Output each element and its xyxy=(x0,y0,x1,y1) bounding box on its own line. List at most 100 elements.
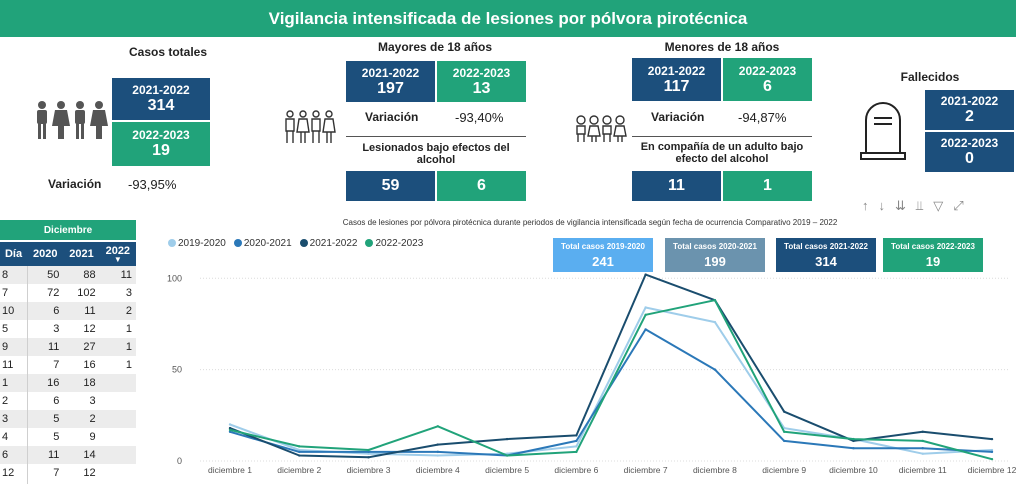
table-cell: 1 xyxy=(0,374,28,392)
legend-item[interactable]: 2020-2021 xyxy=(233,238,292,249)
period-value: 19 xyxy=(152,142,170,159)
mayores-label: Mayores de 18 años xyxy=(377,40,493,54)
sort-desc-icon[interactable]: ▼ xyxy=(113,255,122,264)
x-tick-label: diciembre 4 xyxy=(416,465,460,475)
table-cell: 5 xyxy=(27,410,64,428)
table-cell: 7 xyxy=(2,287,9,299)
total-kpi-card: Total casos 2019-2020 241 xyxy=(553,238,653,272)
total-kpi-card: Total casos 2021-2022 314 xyxy=(776,238,876,272)
table-row[interactable]: 6 11 14 xyxy=(0,446,136,464)
data-point xyxy=(298,448,301,452)
table-row[interactable]: 1 16 18 xyxy=(0,374,136,392)
table-cell: 6 xyxy=(27,302,64,320)
legend-label: 2020-2021 xyxy=(243,238,292,249)
data-point xyxy=(852,437,855,441)
mayores-2022-box: 2022-2023 13 xyxy=(437,61,526,102)
table-cell: 2 xyxy=(63,410,100,428)
legend-item[interactable]: 2022-2023 xyxy=(365,238,423,249)
table-cell: 3 xyxy=(53,323,60,335)
legend-item[interactable]: 2021-2022 xyxy=(299,238,358,249)
x-tick-label: diciembre 8 xyxy=(693,465,737,475)
x-tick-label: diciembre 9 xyxy=(762,465,806,475)
data-point xyxy=(228,423,232,426)
table-cell: 10 xyxy=(0,302,28,320)
table-row[interactable]: 10 6 11 2 xyxy=(0,302,136,320)
table-cell: 1 xyxy=(125,359,132,371)
y-tick-label: 0 xyxy=(177,456,182,466)
x-tick-label: diciembre 1 xyxy=(208,465,252,475)
table-row[interactable]: 12 7 12 xyxy=(0,464,136,482)
x-tick-label: diciembre 11 xyxy=(899,465,947,475)
table-cell: 7 xyxy=(53,359,60,371)
table-cell: 12 xyxy=(2,467,15,479)
x-tick-label: diciembre 2 xyxy=(277,465,321,475)
series-line-2022-2023 xyxy=(229,299,993,461)
table-row[interactable]: 4 5 9 xyxy=(0,428,136,446)
table-row[interactable]: 8 50 88 11 xyxy=(0,266,136,284)
data-point xyxy=(367,450,370,454)
data-point xyxy=(228,430,232,433)
data-point xyxy=(713,320,717,324)
hierarchy-icon[interactable]: ⫫ xyxy=(915,198,924,213)
expand-all-icon[interactable]: ⇊ xyxy=(895,198,906,213)
period-label: 2021-2022 xyxy=(132,83,190,97)
table-cell: 27 xyxy=(63,338,100,356)
table-cell: 16 xyxy=(83,359,96,371)
data-point xyxy=(921,447,924,450)
col-header-2022[interactable]: 2022 ▼ xyxy=(99,242,136,266)
legend-dot-icon xyxy=(299,239,308,247)
data-point xyxy=(990,437,994,441)
focus-mode-icon[interactable]: ⤢ xyxy=(953,198,964,213)
data-point xyxy=(644,273,647,276)
data-point xyxy=(990,450,994,454)
table-cell: 14 xyxy=(63,446,100,464)
y-tick-label: 50 xyxy=(172,365,182,375)
y-tick-label: 100 xyxy=(167,273,182,283)
x-tick-label: diciembre 3 xyxy=(347,465,391,475)
table-cell: 12 xyxy=(83,323,96,335)
table-cell: 9 xyxy=(89,431,96,443)
table-cell: 12 xyxy=(83,467,96,479)
x-tick-label: diciembre 6 xyxy=(554,465,598,475)
period-value: 6 xyxy=(477,177,486,194)
children-group-icon xyxy=(575,115,627,143)
table-cell: 3 xyxy=(0,410,28,428)
menores-variacion-value: -94,87% xyxy=(738,110,787,125)
col-header-2020[interactable]: 2020 xyxy=(27,242,64,266)
table-row[interactable]: 7 72 102 3 xyxy=(0,284,136,302)
kpi-value: 199 xyxy=(704,253,726,269)
table-cell: 11 xyxy=(27,446,64,464)
menores-2021-box: 2021-2022 117 xyxy=(632,58,721,101)
period-label: 2022-2023 xyxy=(452,65,511,80)
drill-down-icon[interactable]: ↓ xyxy=(878,198,886,213)
table-cell: 102 xyxy=(77,287,96,299)
kpi-value: 241 xyxy=(592,253,614,269)
filter-icon[interactable]: ▽ xyxy=(933,198,944,213)
casos-totales-variacion-value: -93,95% xyxy=(128,177,177,192)
period-value: 0 xyxy=(965,150,974,167)
table-cell: 11 xyxy=(99,266,136,284)
series-line-2020-2021 xyxy=(229,328,993,457)
casos-totales-2022-box: 2022-2023 19 xyxy=(112,122,210,166)
drill-up-icon[interactable]: ↑ xyxy=(862,198,869,213)
col-header-2021[interactable]: 2021 xyxy=(63,242,100,266)
table-row[interactable]: 2 6 3 xyxy=(0,392,136,410)
table-cell xyxy=(99,410,136,428)
data-point xyxy=(644,313,647,317)
period-label: 2021-2022 xyxy=(647,63,706,78)
table-cell: 3 xyxy=(125,287,132,299)
legend-item[interactable]: 2019-2020 xyxy=(168,238,226,249)
legend-label: 2021-2022 xyxy=(309,238,358,249)
table-cell xyxy=(100,464,136,482)
kpi-label: Total casos 2021-2022 xyxy=(784,241,868,251)
tombstone-icon xyxy=(858,100,908,162)
menores-adulto-label: En compañía de un adulto bajo efecto del… xyxy=(640,141,804,165)
table-row[interactable]: 5 3 12 1 xyxy=(0,320,136,338)
table-cell: 2 xyxy=(2,395,9,407)
menores-variacion-label: Variación xyxy=(651,110,705,124)
table-row[interactable]: 11 7 16 1 xyxy=(0,356,136,374)
table-cell: 88 xyxy=(63,266,100,284)
table-row[interactable]: 9 11 27 1 xyxy=(0,338,136,356)
col-header-dia[interactable]: Día xyxy=(0,242,28,266)
